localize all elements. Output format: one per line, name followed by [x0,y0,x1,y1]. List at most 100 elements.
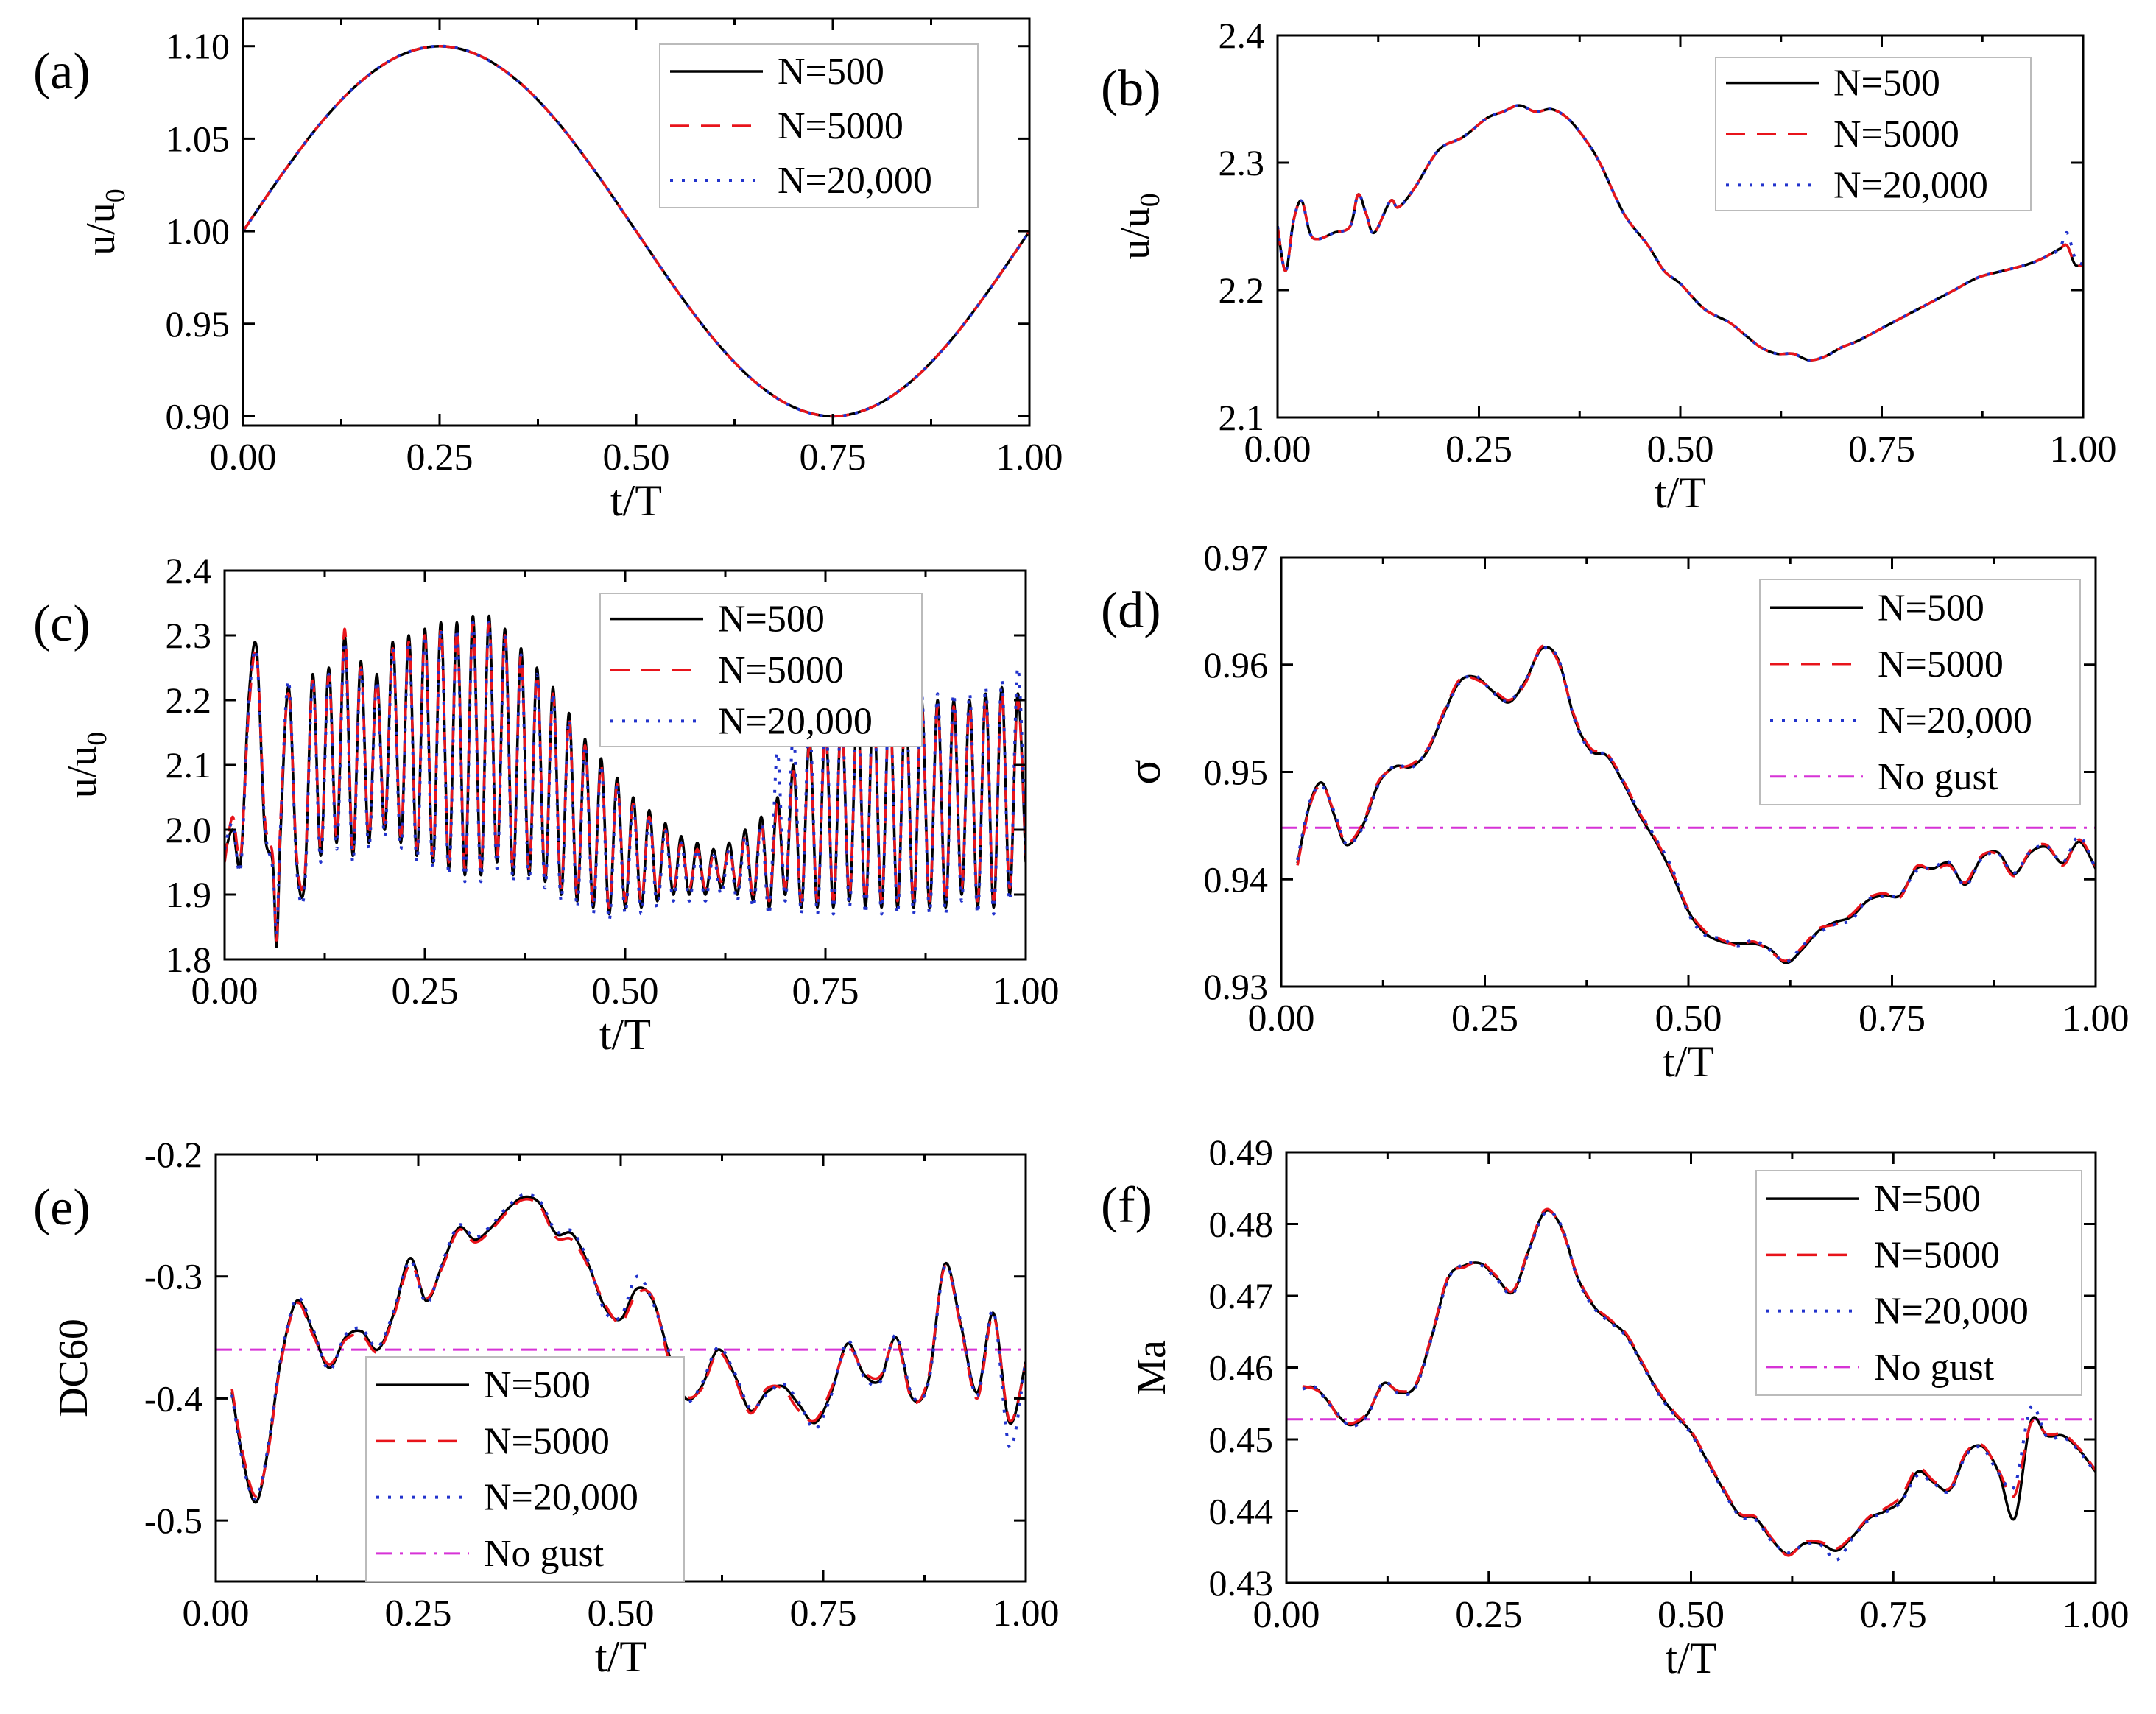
legend-label-n500: N=500 [1878,587,1984,629]
y-tick-label: 2.1 [166,744,212,786]
legend-label-n5000: N=5000 [484,1420,610,1462]
panel-3: 0.00 0.25 0.50 0.75 1.00 0.93 0.94 0.95 0.96 0.97… [1101,537,2129,1086]
x-tick-label: 0.00 [1253,1594,1320,1636]
y-tick-label: 0.49 [1209,1132,1274,1173]
panel-label: (d) [1101,582,1161,639]
y-tick-label: 0.94 [1204,858,1269,900]
legend: N=500 N=5000 N=20,000 [1715,57,2032,211]
x-tick-label: 0.75 [1860,1594,1927,1636]
legend-label-n20000: N=20,000 [718,700,873,742]
legend-label-n500: N=500 [778,51,884,93]
y-tick-label: 1.00 [166,211,230,252]
legend-label-n500: N=500 [718,599,825,641]
x-tick-label: 0.75 [1848,428,1915,470]
panel-label: (c) [33,596,91,652]
legend-label-n500: N=500 [1874,1178,1981,1220]
x-axis-label: t/T [595,1632,647,1681]
legend-label-n20000: N=20,000 [1874,1291,2029,1333]
legend-box [1755,1170,2082,1396]
legend-label-nogust: No gust [1874,1347,1995,1389]
legend-label-n20000: N=20,000 [1833,164,1988,206]
y-tick-label: 0.96 [1204,644,1269,685]
y-axis-label-main: σ [1118,759,1170,785]
x-tick-label: 0.50 [592,970,659,1012]
x-axis-label: t/T [610,476,662,525]
panel-2: 0.00 0.25 0.50 0.75 1.00 1.8 1.9 2.0 2.1 2.2 2.3 2.… [33,550,1060,1059]
legend: N=500 N=5000 N=20,000 [659,43,979,208]
y-axis-label: u/u0 [1113,193,1166,260]
y-tick-label: -0.2 [144,1134,202,1175]
legend-label-nogust: No gust [1878,756,1998,798]
y-tick-label: 2.1 [1219,397,1265,438]
y-tick-label: 2.3 [166,615,212,656]
x-tick-label: 0.50 [1657,1594,1725,1636]
panel-label: (a) [33,43,91,100]
series-line-n20000 [230,1193,1026,1501]
x-tick-label: 1.00 [2062,1594,2129,1636]
panel-1: 0.00 0.25 0.50 0.75 1.00 2.1 2.2 2.3 2.4 t/T u/u0 (… [1101,15,2117,517]
series-group [216,1193,1026,1504]
x-tick-label: 0.50 [1655,998,1722,1040]
x-axis-label: t/T [1666,1634,1717,1682]
panel-label: (b) [1101,60,1161,117]
legend-box [1759,579,2081,805]
legend-box [365,1356,685,1582]
legend-label-n5000: N=5000 [1878,643,2004,685]
x-tick-label: 1.00 [2062,998,2129,1040]
y-tick-label: 0.93 [1204,966,1269,1007]
x-tick-label: 0.00 [191,970,258,1012]
y-tick-label: 0.95 [1204,752,1269,793]
series-line-n5000 [243,44,1029,418]
series-group [1278,104,2083,362]
y-tick-label: 1.8 [166,939,212,980]
x-axis-label: t/T [1655,468,1706,517]
x-tick-label: 0.25 [406,437,473,479]
y-tick-label: 2.0 [166,809,212,850]
x-tick-label: 1.00 [993,970,1060,1012]
panel-0: 0.00 0.25 0.50 0.75 1.00 0.90 0.95 1.00 1.05 1.10… [33,17,1063,525]
x-axis-label: t/T [1663,1037,1714,1086]
x-tick-label: 1.00 [2050,428,2117,470]
y-axis-label: σ [1118,759,1170,785]
legend: N=500 N=5000 N=20,000 No gust [1759,579,2081,805]
series-line-n5000 [1302,1207,2096,1557]
x-tick-label: 0.25 [1455,1594,1522,1636]
legend-label-n5000: N=5000 [778,105,903,147]
x-tick-label: 0.50 [1647,428,1714,470]
x-tick-label: 0.25 [1451,998,1518,1040]
y-tick-label: 0.44 [1209,1491,1274,1532]
y-tick-label: 2.4 [1219,15,1265,56]
x-tick-label: 0.75 [792,970,859,1012]
legend-label-n5000: N=5000 [718,649,844,691]
legend: N=500 N=5000 N=20,000 [599,593,923,747]
x-tick-label: 1.00 [993,1593,1060,1634]
y-axis-label-subscript: 0 [82,732,113,746]
legend-label-n500: N=500 [484,1364,591,1406]
y-axis-label-main: u/u [1113,207,1158,260]
x-tick-label: 0.75 [1859,998,1926,1040]
y-tick-label: 0.45 [1209,1419,1274,1460]
y-tick-label: 0.46 [1209,1347,1274,1389]
x-tick-label: 0.75 [800,437,867,479]
y-axis-label: u/u0 [60,732,113,799]
legend-label-n5000: N=5000 [1833,113,1959,155]
y-axis-label-main: u/u [60,746,105,799]
series-group [1281,644,2096,964]
x-tick-label: 0.25 [1445,428,1512,470]
panel-5: 0.00 0.25 0.50 0.75 1.00 0.43 0.44 0.45 0.46 0.47… [1101,1132,2129,1682]
y-tick-label: 0.43 [1209,1562,1274,1604]
y-tick-label: 1.10 [166,26,230,67]
y-axis-label: u/u0 [78,188,131,255]
legend-label-n20000: N=20,000 [484,1477,638,1519]
legend-label-n5000: N=5000 [1874,1234,2000,1276]
panel-label: (e) [33,1179,91,1236]
y-axis-label: Ma [1129,1340,1174,1395]
series-line-n5000 [1278,104,2083,362]
legend-label-n20000: N=20,000 [1878,699,2032,741]
x-tick-label: 0.00 [183,1593,250,1634]
panel-4: 0.00 0.25 0.50 0.75 1.00 -0.5 -0.4 -0.3 -0.2 t/T D… [33,1134,1060,1681]
legend-label-nogust: No gust [484,1533,605,1575]
y-axis-label-subscript: 0 [1135,193,1166,207]
x-tick-label: 0.00 [210,437,277,479]
